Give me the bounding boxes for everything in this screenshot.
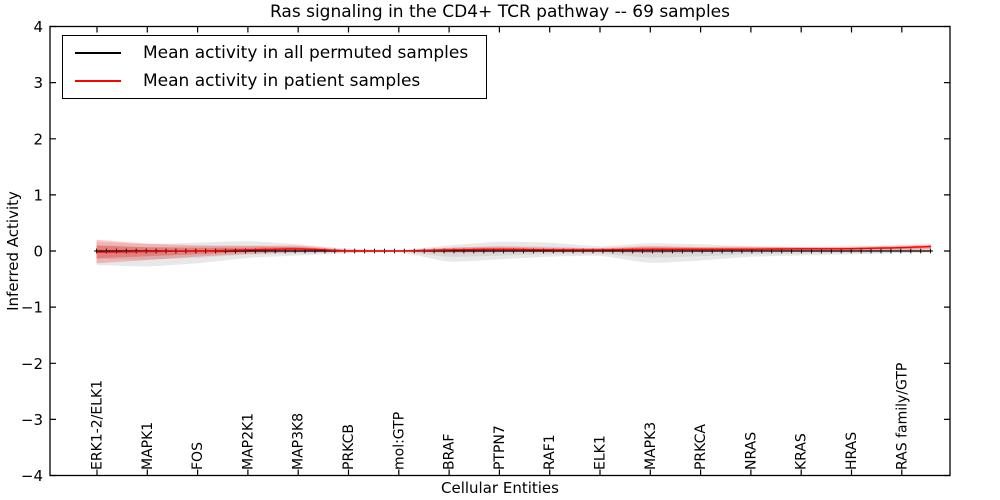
y-tick-label: −2 [21, 355, 43, 373]
y-tick-label: 1 [33, 186, 43, 204]
x-tick-label: HRAS [844, 432, 860, 470]
x-tick-label: PRKCA [693, 424, 709, 470]
legend-line-patient-icon [75, 80, 121, 82]
y-tick-label: −3 [21, 411, 43, 429]
permuted-band-outer [96, 241, 931, 267]
patient-mean-line [96, 245, 932, 253]
legend-entry-patient: Mean activity in patient samples [75, 68, 468, 94]
legend: Mean activity in all permuted samples Me… [62, 35, 488, 99]
x-tick-label: ERK1-2/ELK1 [90, 380, 106, 470]
legend-entry-permuted: Mean activity in all permuted samples [75, 40, 468, 66]
x-axis-label: Cellular Entities [441, 479, 559, 497]
x-tick-label: mol:GTP [391, 412, 407, 470]
x-tick-label: RAS family/GTP [894, 363, 910, 470]
x-tick-label: MAPK3 [643, 422, 659, 470]
x-tick-label: BRAF [442, 434, 458, 470]
chart-title: Ras signaling in the CD4+ TCR pathway --… [269, 2, 730, 22]
x-tick-label: FOS [190, 442, 206, 470]
y-tick-label: 2 [33, 130, 43, 148]
y-axis-label: Inferred Activity [4, 191, 22, 311]
y-tick-label: 4 [33, 18, 43, 36]
x-tick-label: PTPN7 [492, 425, 508, 470]
x-tick-label: MAP2K1 [240, 413, 256, 470]
legend-label-permuted: Mean activity in all permuted samples [143, 43, 469, 63]
x-tick-label: RAF1 [542, 434, 558, 470]
x-tick-label: PRKCB [341, 424, 357, 470]
x-tick-label: KRAS [794, 433, 810, 470]
x-tick-label: MAPK1 [140, 422, 156, 470]
legend-label-patient: Mean activity in patient samples [143, 71, 421, 91]
axis-ticks [50, 25, 950, 477]
x-tick-label: NRAS [743, 432, 759, 470]
x-tick-label: ELK1 [593, 435, 609, 470]
y-tick-label: −1 [21, 299, 43, 317]
y-tick-label: 0 [33, 243, 43, 261]
y-tick-label: 3 [33, 74, 43, 92]
legend-line-permuted-icon [75, 52, 121, 54]
y-tick-label: −4 [21, 467, 43, 485]
x-tick-label: MAP3K8 [291, 413, 307, 470]
